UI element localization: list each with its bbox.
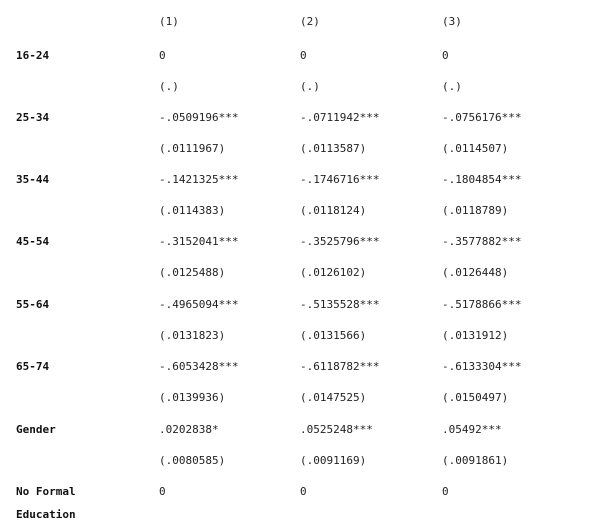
- coefficient: 0: [442, 485, 449, 498]
- column-header: (3): [442, 15, 462, 28]
- standard-error-row: (.0080585) (.0091169) (.0091861): [0, 452, 600, 470]
- standard-error-row: (.0111967) (.0113587) (.0114507): [0, 140, 600, 158]
- label-continuation-row: Education: [0, 506, 600, 524]
- coefficient-row: No Formal 0 0 0: [0, 483, 600, 501]
- standard-error: (.0080585): [159, 454, 226, 467]
- standard-error-row: (.0114383) (.0118124) (.0118789): [0, 202, 600, 220]
- standard-error: (.0139936): [159, 391, 226, 404]
- coefficient: -.3152041***: [159, 235, 239, 248]
- coefficient: 0: [159, 485, 166, 498]
- coefficient: -.0509196***: [159, 111, 239, 124]
- row-label: 45-54: [16, 235, 50, 248]
- coefficient: -.5135528***: [300, 298, 380, 311]
- standard-error: (.): [300, 80, 320, 93]
- header-row: (1) (2) (3): [0, 13, 600, 31]
- coefficient: -.6118782***: [300, 360, 380, 373]
- standard-error: (.0091861): [442, 454, 509, 467]
- standard-error: (.0126102): [300, 266, 367, 279]
- coefficient-row: 35-44 -.1421325*** -.1746716*** -.180485…: [0, 171, 600, 189]
- coefficient: -.3525796***: [300, 235, 380, 248]
- standard-error: (.0114383): [159, 204, 226, 217]
- row-label: No Formal: [16, 485, 76, 498]
- coefficient: 0: [159, 49, 166, 62]
- standard-error: (.0118789): [442, 204, 509, 217]
- coefficient: 0: [300, 49, 307, 62]
- coefficient: .0202838*: [159, 423, 219, 436]
- standard-error: (.0113587): [300, 142, 367, 155]
- coefficient: -.6133304***: [442, 360, 522, 373]
- coefficient: 0: [442, 49, 449, 62]
- coefficient: -.4965094***: [159, 298, 239, 311]
- coefficient-row: 65-74 -.6053428*** -.6118782*** -.613330…: [0, 358, 600, 376]
- standard-error: (.0091169): [300, 454, 367, 467]
- coefficient: .05492***: [442, 423, 502, 436]
- coefficient: -.5178866***: [442, 298, 522, 311]
- row-label: Gender: [16, 423, 56, 436]
- coefficient-row: 55-64 -.4965094*** -.5135528*** -.517886…: [0, 296, 600, 314]
- standard-error: (.): [159, 80, 179, 93]
- column-header: (2): [300, 15, 320, 28]
- row-label: 65-74: [16, 360, 50, 373]
- coefficient: -.3577882***: [442, 235, 522, 248]
- row-label: 16-24: [16, 49, 50, 62]
- standard-error: (.0150497): [442, 391, 509, 404]
- row-label: 55-64: [16, 298, 50, 311]
- coefficient-row: Gender .0202838* .0525248*** .05492***: [0, 421, 600, 439]
- standard-error: (.0125488): [159, 266, 226, 279]
- coefficient-row: 45-54 -.3152041*** -.3525796*** -.357788…: [0, 233, 600, 251]
- standard-error: (.0131823): [159, 329, 226, 342]
- coefficient-row: 16-24 0 0 0: [0, 47, 600, 65]
- standard-error: (.0131912): [442, 329, 509, 342]
- standard-error-row: (.0131823) (.0131566) (.0131912): [0, 327, 600, 345]
- column-header: (1): [159, 15, 179, 28]
- standard-error: (.0131566): [300, 329, 367, 342]
- coefficient-row: 25-34 -.0509196*** -.0711942*** -.075617…: [0, 109, 600, 127]
- standard-error: (.0147525): [300, 391, 367, 404]
- coefficient: 0: [300, 485, 307, 498]
- standard-error-row: (.) (.) (.): [0, 78, 600, 96]
- standard-error-row: (.0139936) (.0147525) (.0150497): [0, 389, 600, 407]
- coefficient: -.1746716***: [300, 173, 380, 186]
- coefficient: -.0756176***: [442, 111, 522, 124]
- standard-error: (.0126448): [442, 266, 509, 279]
- coefficient: -.1421325***: [159, 173, 239, 186]
- standard-error: (.0111967): [159, 142, 226, 155]
- standard-error-row: (.0125488) (.0126102) (.0126448): [0, 264, 600, 282]
- coefficient: -.0711942***: [300, 111, 380, 124]
- row-label: Education: [16, 508, 76, 521]
- coefficient: -.6053428***: [159, 360, 239, 373]
- row-label: 25-34: [16, 111, 50, 124]
- standard-error: (.0114507): [442, 142, 509, 155]
- row-label: 35-44: [16, 173, 50, 186]
- standard-error: (.0118124): [300, 204, 367, 217]
- coefficient: .0525248***: [300, 423, 373, 436]
- standard-error: (.): [442, 80, 462, 93]
- coefficient: -.1804854***: [442, 173, 522, 186]
